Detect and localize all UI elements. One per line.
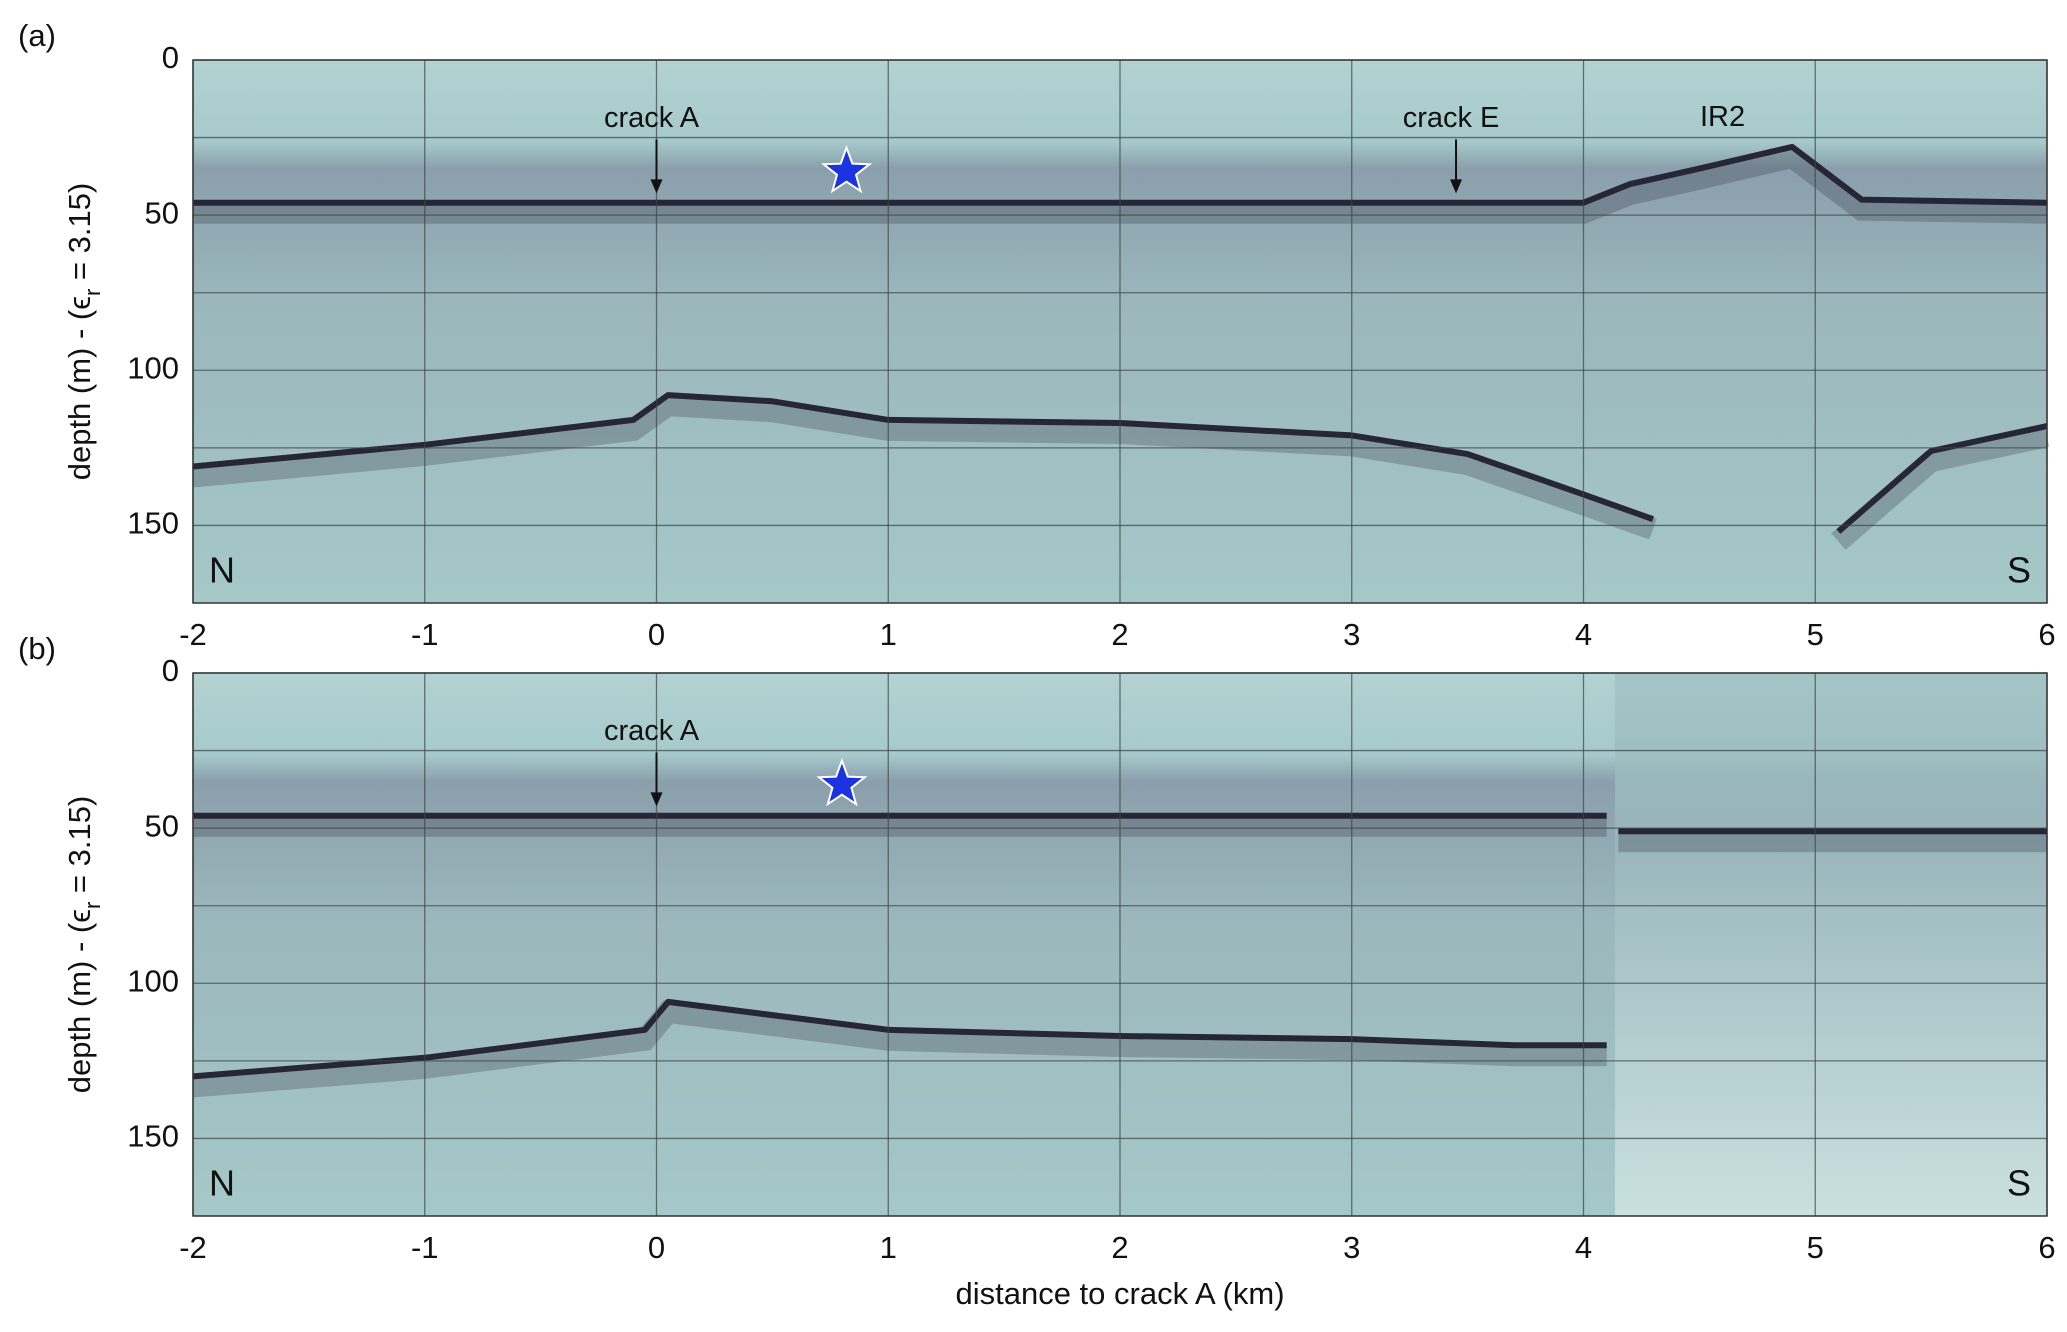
y-tick-label: 0 [162,40,179,75]
panel-label: (b) [18,631,56,666]
x-tick-label: -2 [179,617,207,652]
x-tick-label: -1 [411,1230,439,1265]
x-tick-label: 3 [1343,617,1360,652]
x-tick-label: 3 [1343,1230,1360,1265]
axes-frame [192,672,2048,1217]
y-axis-label: depth (m) - (ϵr = 3.15) [62,796,105,1094]
y-axis-label: depth (m) - (ϵr = 3.15) [62,183,105,481]
y-tick-label: 100 [127,963,179,998]
corner-label: N [209,1163,235,1204]
panel-label: (a) [18,18,56,53]
axes-frame [192,59,2048,604]
x-tick-label: 0 [648,617,665,652]
x-tick-label: 0 [648,1230,665,1265]
x-tick-label: 4 [1575,617,1592,652]
corner-label: S [2007,1163,2031,1204]
y-tick-label: 150 [127,506,179,541]
x-tick-label: -1 [411,617,439,652]
y-tick-label: 150 [127,1119,179,1154]
corner-label: S [2007,550,2031,591]
y-axis-label-sub: r [80,289,105,296]
y-tick-label: 0 [162,653,179,688]
x-tick-label: -2 [179,1230,207,1265]
annotation-arrowhead [650,179,663,194]
star-marker [820,144,873,194]
x-tick-label: 6 [2038,617,2055,652]
annotation: IR2 [1700,101,1745,133]
y-axis-label-part: depth (m) - (ϵ [62,909,97,1093]
x-tick-label: 1 [880,1230,897,1265]
y-axis-label-part: = 3.15) [62,796,97,902]
x-tick-label: 4 [1575,1230,1592,1265]
y-axis-label-sub: r [80,902,105,909]
x-tick-label: 5 [1807,1230,1824,1265]
annotation-arrowhead [650,792,663,807]
annotation-arrowhead [1450,179,1463,194]
star-marker [816,757,868,807]
x-tick-label: 2 [1111,1230,1128,1265]
annotation: crack A [604,102,700,134]
y-axis-label-part: = 3.15) [62,183,97,289]
x-tick-label: 1 [880,617,897,652]
x-axis-label: distance to crack A (km) [955,1276,1284,1311]
radar-image [1615,673,2047,1216]
y-tick-label: 100 [127,350,179,385]
y-tick-label: 50 [145,195,179,230]
x-tick-label: 5 [1807,617,1824,652]
annotation: crack E [1403,102,1500,134]
annotation: crack A [604,715,700,747]
reflector [193,143,2048,206]
y-axis-label-part: depth (m) - (ϵ [62,296,97,480]
x-tick-label: 6 [2038,1230,2055,1265]
corner-label: N [209,550,235,591]
y-tick-label: 50 [145,808,179,843]
x-tick-label: 2 [1111,617,1128,652]
reflector-halo [193,145,2048,224]
